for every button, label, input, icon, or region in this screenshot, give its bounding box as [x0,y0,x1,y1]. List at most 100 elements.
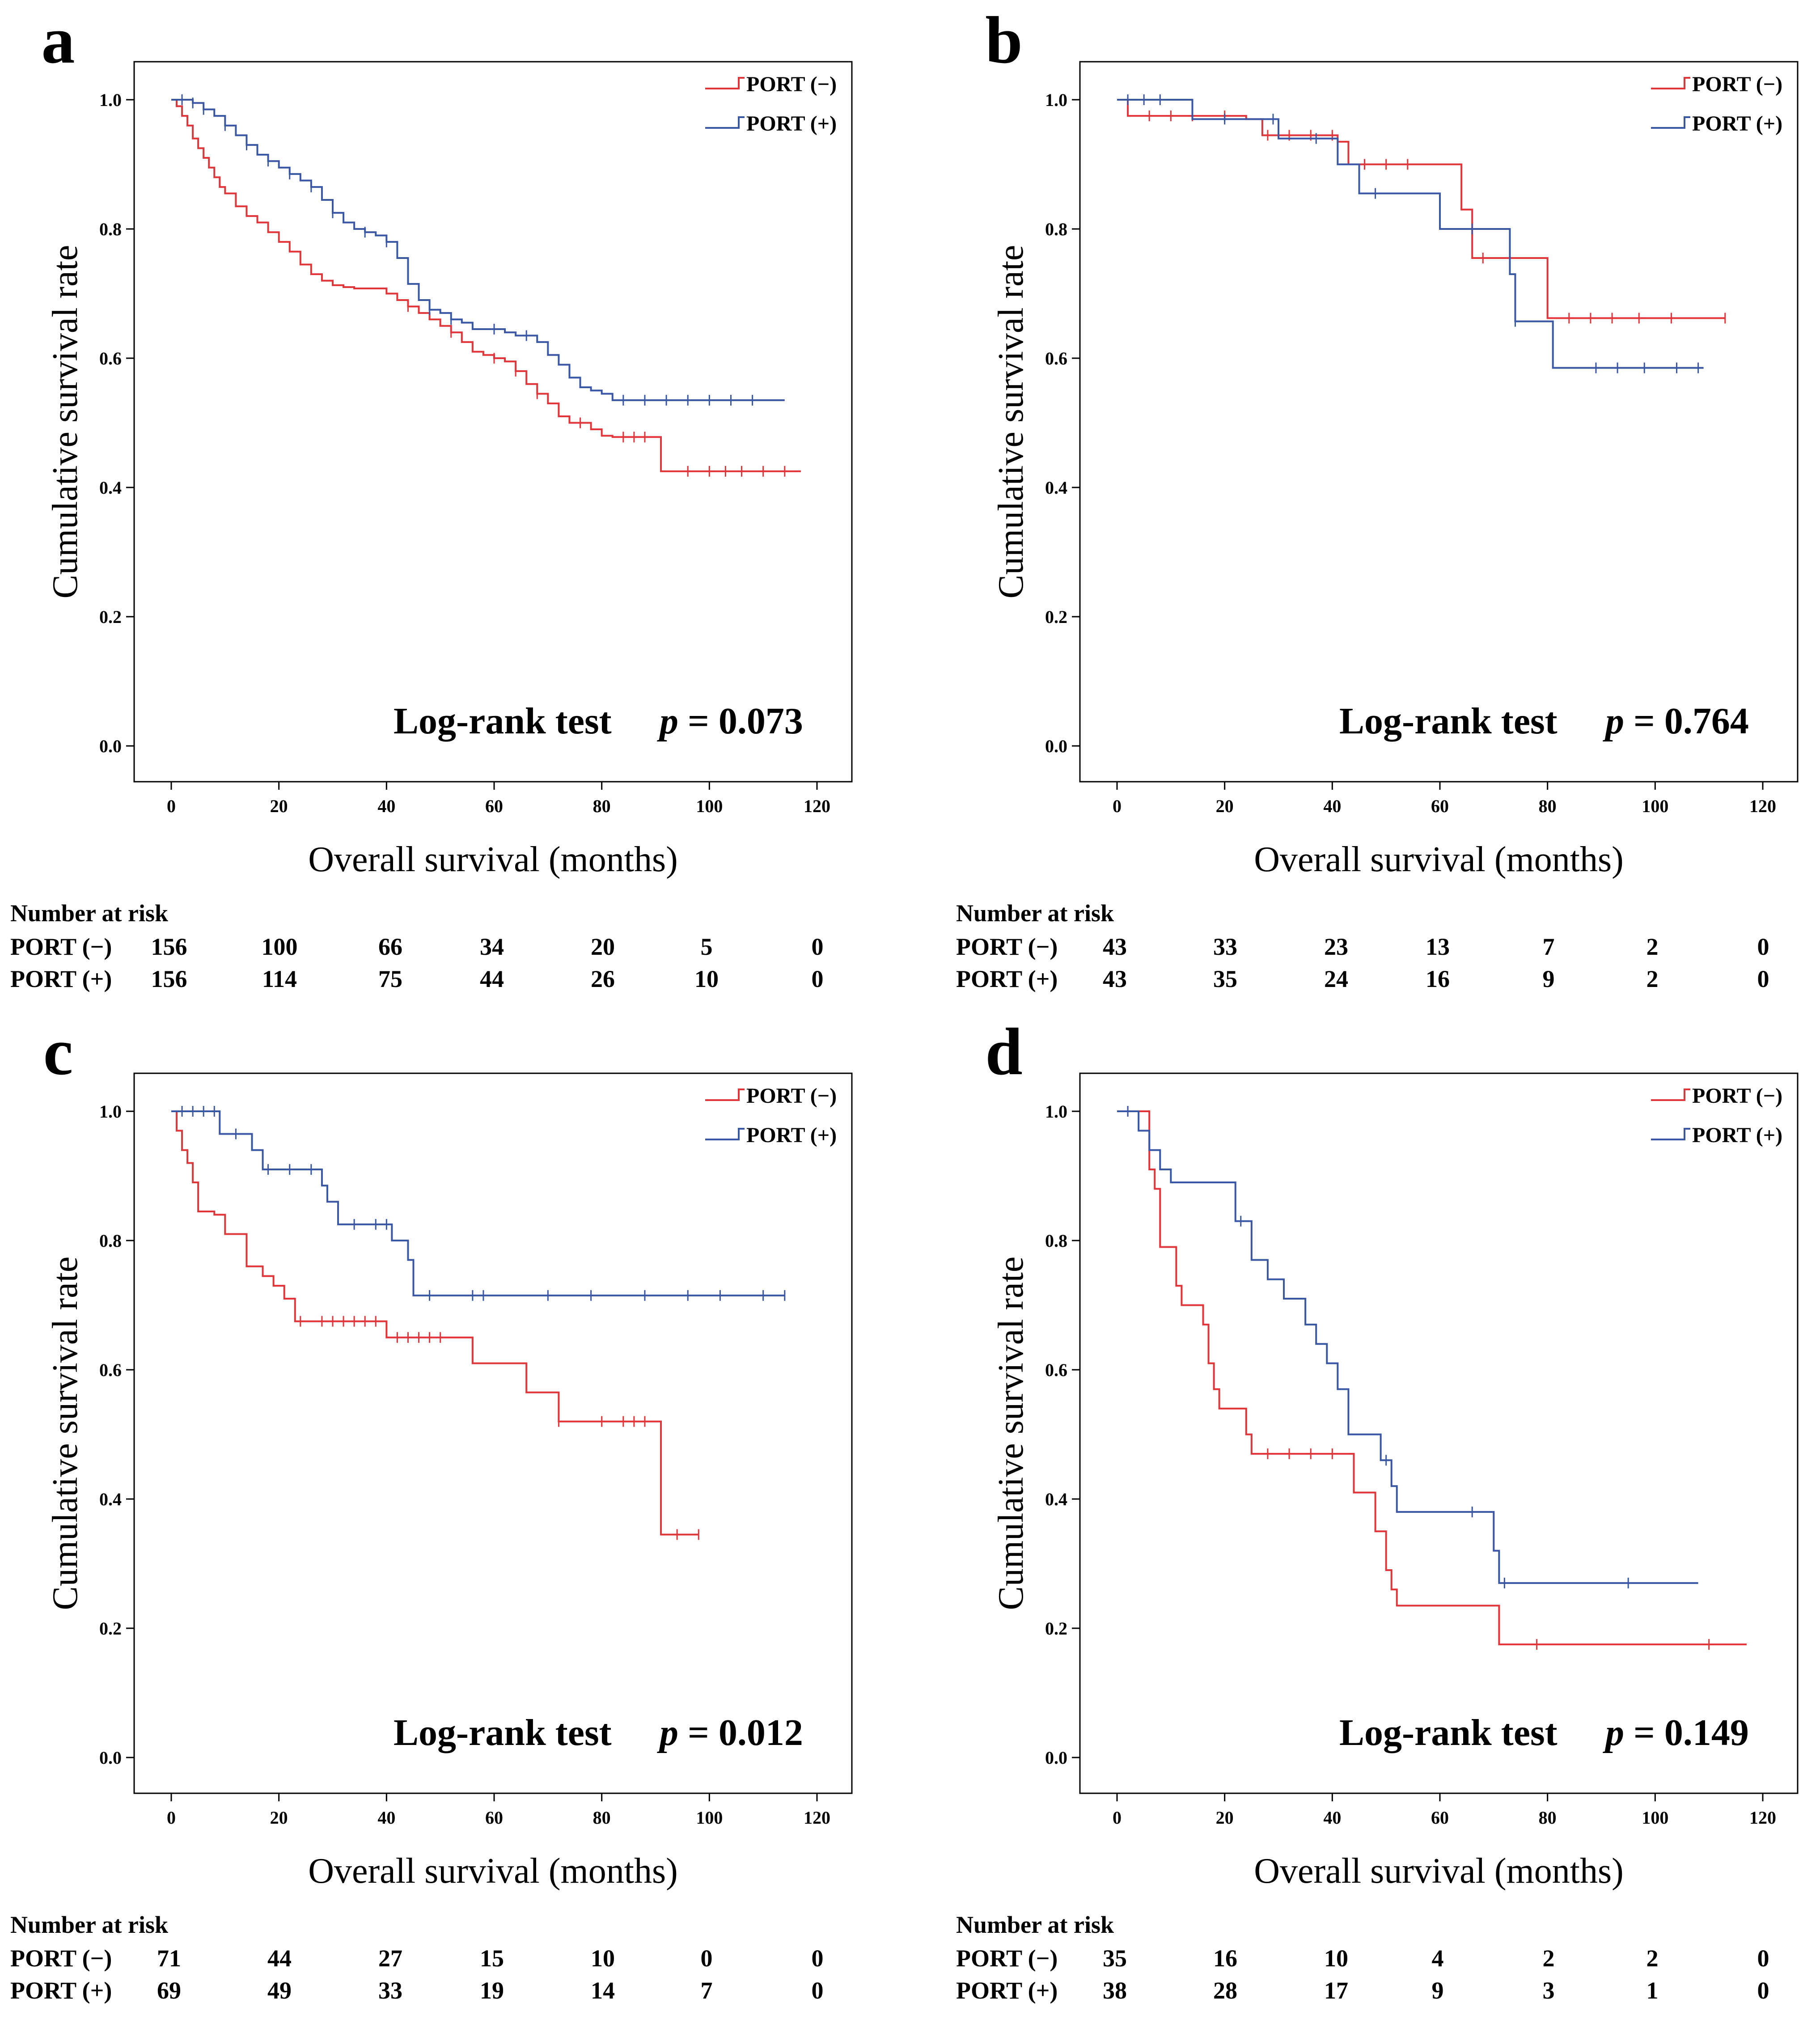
y-tick-label: 0.4 [99,478,122,498]
x-tick-label: 100 [1642,1808,1668,1828]
risk-table-header: Number at risk [956,900,1114,927]
y-tick-label: 0.0 [1045,1748,1067,1768]
x-tick-label: 40 [377,1808,395,1828]
p-value: p = 0.149 [1603,1712,1749,1753]
x-tick-label: 40 [1323,796,1341,816]
risk-count: 0 [812,933,824,960]
risk-count: 10 [591,1945,615,1972]
p-symbol: p [657,1712,678,1753]
x-tick-label: 0 [1113,796,1122,816]
risk-count: 71 [157,1945,181,1972]
panel-letter: a [42,3,75,77]
risk-count: 10 [694,966,719,992]
y-axis-title: Cumulative survival rate [991,1257,1031,1610]
y-tick-label: 0.8 [99,219,122,239]
risk-count: 20 [591,933,615,960]
y-tick-label: 0.2 [1045,1618,1067,1639]
y-axis-title: Cumulative survival rate [991,245,1031,599]
risk-count: 35 [1103,1945,1127,1972]
legend-label: PORT (−) [746,72,837,96]
legend-label: PORT (−) [1692,1084,1782,1108]
p-value-number: = 0.012 [678,1712,803,1753]
risk-count: 34 [480,933,504,960]
panel-b: b0.00.20.40.60.81.00 20 40 60 80 100 120Overal… [956,3,1799,992]
risk-count: 0 [812,966,824,992]
risk-count: 16 [1213,1945,1237,1972]
legend-label: PORT (−) [1692,72,1782,96]
plot-frame [133,1072,853,1794]
y-tick-label: 0.8 [1045,219,1067,239]
survival-curve [1117,1110,1747,1646]
risk-count: 28 [1213,1977,1237,2004]
legend-swatch [1651,116,1690,129]
panel-letter: b [985,3,1022,77]
y-tick-label: 0.8 [1045,1231,1067,1251]
x-tick-label: 120 [1749,1808,1776,1828]
series-port-minus [171,1110,699,1540]
y-tick-label: 0.4 [1045,478,1067,498]
x-tick-label: 0 [1113,1808,1122,1828]
risk-row-label: PORT (−) [10,933,112,960]
risk-row-label: PORT (−) [956,933,1058,960]
series-port-minus [1117,1106,1747,1650]
x-tick-label: 80 [1539,796,1557,816]
risk-table-header: Number at risk [10,900,168,927]
survival-curve [171,1110,699,1536]
risk-count: 3 [1543,1977,1555,2004]
x-tick-label: 60 [1431,796,1449,816]
y-tick-label: 1.0 [99,90,122,110]
risk-count: 43 [1103,933,1127,960]
y-tick-label: 1.0 [1045,1101,1067,1122]
risk-count: 14 [591,1977,615,2004]
risk-count: 156 [151,933,187,960]
p-value-number: = 0.764 [1624,700,1749,742]
x-tick-label: 100 [1642,796,1668,816]
series-port-minus [171,99,801,477]
risk-count: 2 [1646,966,1659,992]
risk-count: 2 [1646,933,1659,960]
panel-a: a0.00.20.40.60.81.00 20 40 60 80 100 120Overal… [10,3,853,992]
risk-count: 9 [1432,1977,1444,2004]
survival-curve [1117,1110,1698,1584]
risk-count: 24 [1324,966,1348,992]
series-port-plus [171,1106,786,1301]
x-tick-label: 120 [1749,796,1776,816]
y-axis-title: Cumulative survival rate [46,245,85,599]
risk-count: 0 [812,1945,824,1972]
panel-letter: d [985,1015,1022,1089]
panel-c: c0.00.20.40.60.81.00 20 40 60 80 100 120Overal… [10,1015,853,2004]
risk-count: 13 [1426,933,1450,960]
risk-count: 44 [267,1945,292,1972]
risk-count: 7 [701,1977,713,2004]
risk-row-label: PORT (−) [956,1945,1058,1972]
series-port-plus [1117,94,1704,373]
p-value-number: = 0.149 [1624,1712,1749,1753]
p-symbol: p [657,700,678,742]
risk-table-header: Number at risk [956,1911,1114,1938]
legend-swatch [1651,1088,1690,1101]
x-tick-label: 100 [696,796,723,816]
risk-count: 44 [480,966,504,992]
risk-count: 19 [480,1977,504,2004]
risk-count: 35 [1213,966,1237,992]
risk-count: 33 [1213,933,1237,960]
legend-label: PORT (+) [746,1123,837,1147]
y-tick-label: 0.2 [1045,607,1067,627]
p-symbol: p [1603,1712,1624,1753]
panel-letter: c [43,1015,73,1089]
risk-count: 23 [1324,933,1348,960]
x-tick-label: 20 [1216,1808,1234,1828]
plot-frame [133,61,853,783]
legend: PORT (−) PORT (+) [705,72,837,136]
risk-count: 49 [267,1977,292,2004]
risk-count: 69 [157,1977,181,2004]
legend: PORT (−) PORT (+) [1651,1084,1782,1147]
x-tick-label: 60 [1431,1808,1449,1828]
risk-count: 2 [1646,1945,1659,1972]
risk-count: 9 [1543,966,1555,992]
y-tick-label: 0.2 [99,1618,122,1639]
risk-count: 7 [1543,933,1555,960]
legend-label: PORT (−) [746,1084,837,1108]
x-tick-label: 80 [593,796,611,816]
